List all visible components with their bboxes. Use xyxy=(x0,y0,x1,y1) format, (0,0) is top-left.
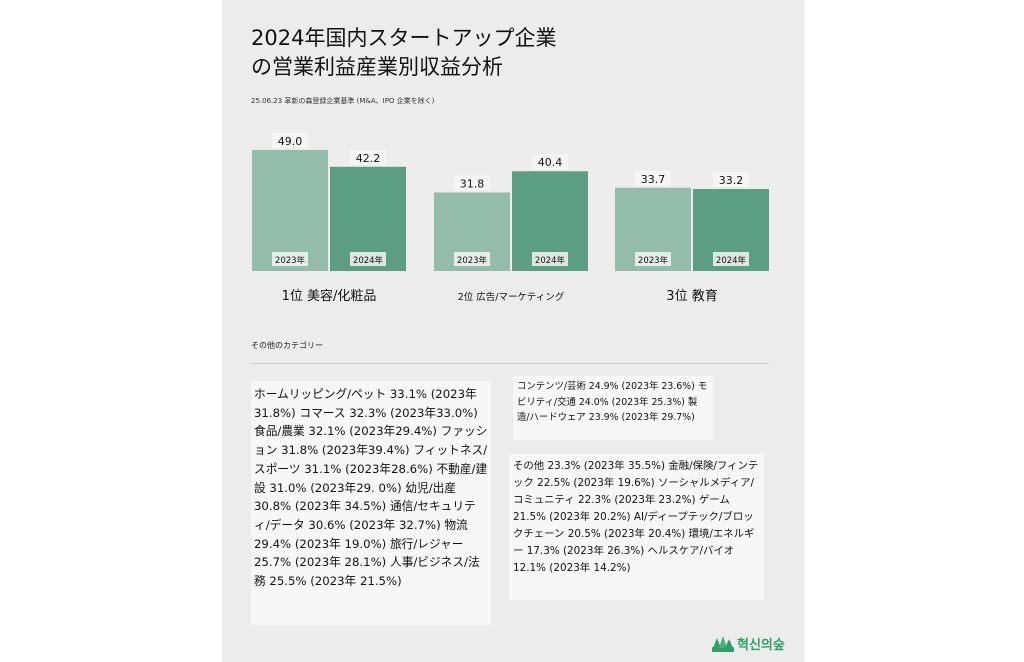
value-label: 33.2 xyxy=(719,174,744,187)
bar-year-label-bg xyxy=(635,252,671,266)
other-categories-box-1: ホームリッピング/ペット 33.1% (2023年31.8%) コマース 32.… xyxy=(251,381,491,625)
value-label-bg xyxy=(350,149,386,165)
category-label: 1位 美容/化粧品 xyxy=(282,288,377,304)
other-categories-label: その他のカテゴリー xyxy=(251,341,323,350)
bar-year-label: 2024年 xyxy=(716,255,747,266)
bar-year-label: 2023年 xyxy=(275,255,306,266)
other-categories-box-2: コンテンツ/芸術 24.9% (2023年 23.6%) モビリティ/交通 24… xyxy=(513,376,713,440)
logo-text: 혁신의숲 xyxy=(737,638,785,653)
bar-year-label-bg xyxy=(532,252,568,266)
value-label-bg xyxy=(532,154,568,170)
value-label-bg xyxy=(272,133,308,148)
other-categories-box-3: その他 23.3% (2023年 35.5%) 金融/保険/フィンテック 22.… xyxy=(509,454,764,600)
value-label: 40.4 xyxy=(538,156,563,169)
bar-year-label: 2023年 xyxy=(457,255,488,266)
value-label-bg xyxy=(713,172,749,188)
bar-year-label: 2024年 xyxy=(353,255,384,266)
value-label-bg xyxy=(454,175,490,191)
bar-year-label-bg xyxy=(454,252,490,266)
divider xyxy=(251,363,769,364)
value-label-bg xyxy=(635,170,671,186)
value-label: 31.8 xyxy=(460,177,485,190)
value-label: 33.7 xyxy=(641,173,666,186)
category-label: 2位 広告/マーケティング xyxy=(458,291,565,303)
bar-year-label-bg xyxy=(350,252,386,266)
bar-year-label-bg xyxy=(272,252,308,266)
bar-chart: 49.0 2023年 42.2 2024年 1位 美容/化粧品 31.8 2023年 40.4… xyxy=(252,133,769,304)
subtitle: 25.06.23 革新の森登録企業基準 (M&A、IPO 企業を除く) xyxy=(251,97,435,105)
value-label: 49.0 xyxy=(278,135,303,148)
bar xyxy=(252,150,328,271)
bar-year-label-bg xyxy=(713,252,749,266)
category-label: 3位 教育 xyxy=(666,288,717,304)
value-label: 42.2 xyxy=(356,152,381,165)
page-title: 2024年国内スタートアップ企業の営業利益産業別収益分析 xyxy=(251,26,557,79)
bar-year-label: 2024年 xyxy=(535,255,566,266)
forest-icon xyxy=(712,635,734,652)
logo: 혁신의숲 xyxy=(712,634,785,653)
bar-year-label: 2023年 xyxy=(638,255,669,266)
